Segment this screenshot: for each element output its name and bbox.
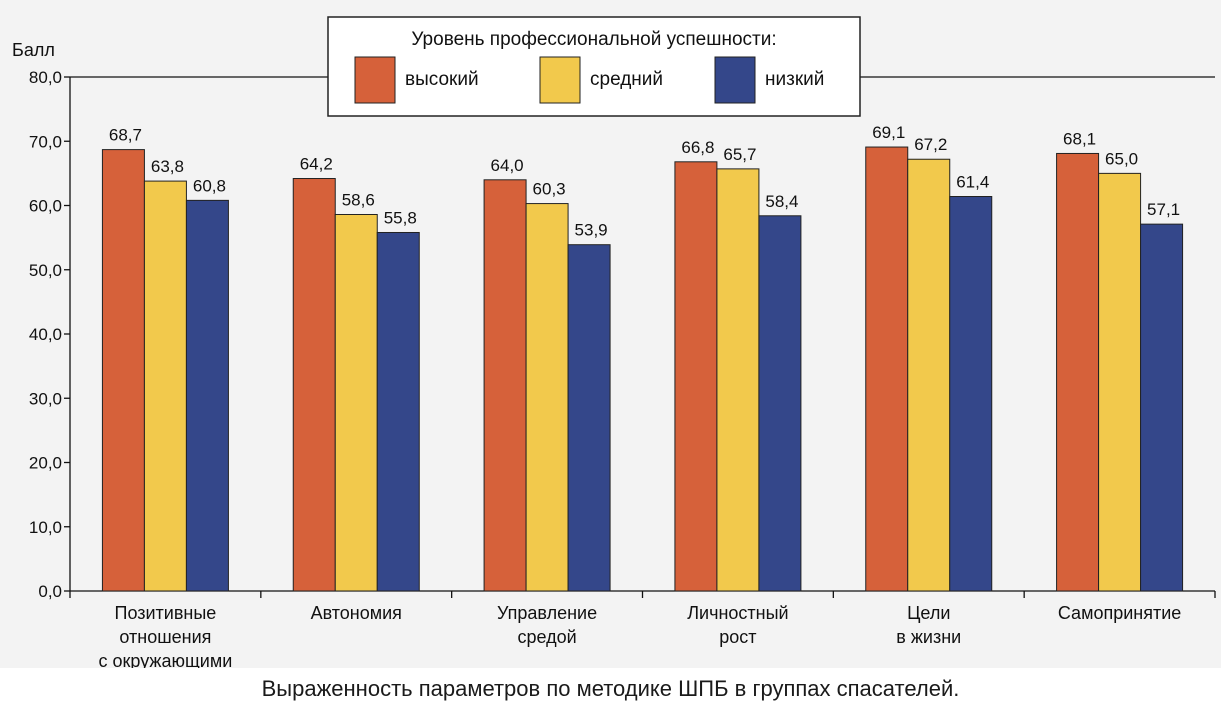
axes: 0,0 10,0 20,0 30,0 40,0 50,0 60,0 70,0 80,0 Балл П…: [12, 40, 1216, 668]
data-label: 65,0: [1105, 149, 1138, 168]
y-tick-label: 70,0: [29, 132, 62, 151]
data-label: 58,6: [342, 190, 375, 209]
x-category-label: Позитивные: [115, 603, 217, 623]
y-tick-label: 80,0: [29, 68, 62, 87]
bar: [1140, 223, 1184, 592]
legend-swatch: [354, 56, 396, 104]
legend-entry-label: высокий: [405, 69, 479, 90]
data-label: 57,1: [1147, 200, 1180, 219]
data-label: 68,1: [1063, 129, 1096, 148]
bar: [1056, 152, 1100, 592]
y-tick-label: 0,0: [38, 582, 62, 601]
y-tick-label: 10,0: [29, 518, 62, 537]
data-label: 66,8: [681, 138, 714, 157]
bar: [525, 203, 569, 592]
data-label: 58,4: [765, 192, 798, 211]
legend-entry-label: средний: [590, 69, 663, 90]
y-tick-label: 20,0: [29, 454, 62, 473]
bar: [143, 180, 187, 592]
data-label: 60,8: [193, 176, 226, 195]
y-tick-label: 40,0: [29, 325, 62, 344]
x-category-label: Автономия: [311, 603, 402, 623]
x-category-label: Самопринятие: [1058, 603, 1181, 623]
bar: [1098, 172, 1142, 592]
x-category-label: отношения: [119, 627, 211, 647]
legend-swatch: [539, 56, 581, 104]
figure-caption: Выраженность параметров по методике ШПБ …: [261, 676, 960, 701]
x-category-label: Управление: [497, 603, 597, 623]
bar: [907, 158, 951, 592]
data-label: 64,2: [300, 155, 333, 174]
data-label: 60,3: [533, 180, 566, 199]
bar: [865, 146, 909, 592]
bar: [567, 244, 611, 592]
bar: [716, 168, 760, 592]
bar: [376, 231, 420, 592]
x-category-label: с окружающими: [99, 651, 233, 668]
legend-entry-label: низкий: [765, 69, 824, 90]
bar: [483, 179, 527, 592]
y-tick-label: 30,0: [29, 389, 62, 408]
legend-box: [327, 16, 861, 117]
data-label: 64,0: [491, 156, 524, 175]
bar: [334, 213, 378, 592]
x-category-label: Цели: [907, 603, 950, 623]
y-tick-label: 50,0: [29, 261, 62, 280]
data-label: 69,1: [872, 123, 905, 142]
y-tick-label: 60,0: [29, 197, 62, 216]
x-category-label: в жизни: [896, 627, 961, 647]
data-label: 61,4: [956, 173, 989, 192]
x-category-label: средой: [517, 627, 576, 647]
bar: [292, 178, 336, 592]
legend-swatch: [714, 56, 756, 104]
data-label: 63,8: [151, 157, 184, 176]
legend: Уровень профессиональной успешности: высо…: [327, 16, 861, 117]
legend-title: Уровень профессиональной успешности:: [411, 29, 776, 50]
x-category-label: рост: [719, 627, 756, 647]
bar-chart: 0,0 10,0 20,0 30,0 40,0 50,0 60,0 70,0 80,0 Балл П…: [12, 16, 1216, 668]
data-label: 68,7: [109, 126, 142, 145]
bars: 68,7 63,8 60,8 64,2 58,6 55,8 64,0 60,3 53,9 66,8…: [101, 123, 1184, 592]
data-label: 53,9: [575, 221, 608, 240]
chart-area: 0,0 10,0 20,0 30,0 40,0 50,0 60,0 70,0 80,0 Балл П…: [0, 0, 1221, 668]
data-label: 55,8: [384, 208, 417, 227]
y-axis-label: Балл: [12, 40, 55, 60]
bar: [674, 161, 718, 592]
bar: [758, 215, 802, 592]
data-label: 65,7: [723, 145, 756, 164]
bar: [101, 149, 145, 592]
x-category-label: Личностный: [687, 603, 788, 623]
data-label: 67,2: [914, 135, 947, 154]
bar: [949, 196, 993, 592]
bar: [185, 199, 229, 592]
